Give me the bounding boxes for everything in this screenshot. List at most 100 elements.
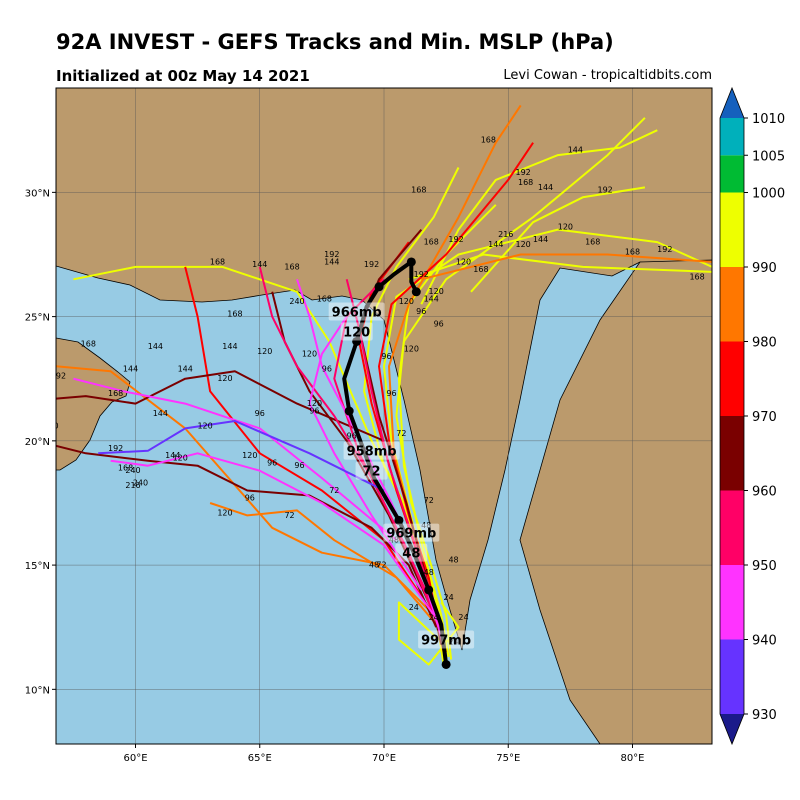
forecast-hour-label: 192 bbox=[448, 235, 463, 244]
mean-track-point bbox=[394, 515, 404, 525]
mean-hour-label: 72 bbox=[363, 465, 381, 480]
forecast-hour-label: 144 bbox=[538, 183, 553, 192]
forecast-hour-label: 96 bbox=[416, 307, 426, 316]
colorbar-band bbox=[720, 118, 744, 156]
forecast-hour-label: 192 bbox=[516, 168, 531, 177]
forecast-hour-label: 120 bbox=[197, 421, 212, 430]
chart-title: 92A INVEST - GEFS Tracks and Min. MSLP (… bbox=[56, 30, 614, 54]
forecast-hour-label: 72 bbox=[376, 561, 386, 570]
mean-track-point bbox=[344, 406, 354, 416]
colorbar-band bbox=[720, 639, 744, 714]
colorbar-tick-label: 940 bbox=[752, 634, 777, 649]
mean-track-point bbox=[424, 585, 434, 595]
forecast-hour-label: 144 bbox=[178, 364, 193, 373]
forecast-hour-label: 144 bbox=[252, 260, 267, 269]
forecast-hour-label: 96 bbox=[309, 407, 319, 416]
lat-tick-label: 30°N bbox=[25, 188, 50, 199]
forecast-hour-label: 192 bbox=[364, 260, 379, 269]
mean-pressure-label: 958mb bbox=[347, 445, 397, 460]
pressure-label-bg bbox=[418, 630, 475, 649]
forecast-hour-label: 120 bbox=[456, 257, 471, 266]
member-track bbox=[110, 452, 435, 616]
colorbar-tick-label: 1010 bbox=[752, 112, 785, 127]
lon-tick-label: 80°E bbox=[620, 753, 644, 764]
forecast-hour-label: 216 bbox=[125, 481, 140, 490]
forecast-hour-label: 24 bbox=[444, 593, 454, 602]
colorbar-tick-label: 1005 bbox=[752, 149, 785, 164]
forecast-hour-label: 96 bbox=[255, 409, 265, 418]
colorbar-band bbox=[720, 192, 744, 267]
mean-track-point bbox=[352, 336, 362, 346]
forecast-hour-label: 192 bbox=[414, 270, 429, 279]
forecast-hour-label: 192 bbox=[324, 250, 339, 259]
mean-hour-label: 48 bbox=[402, 547, 420, 562]
member-track bbox=[397, 601, 460, 666]
colorbar-tick-label: 970 bbox=[752, 410, 777, 425]
forecast-hour-label: 48 bbox=[389, 536, 399, 545]
hour-label-bg bbox=[395, 543, 428, 562]
forecast-hour-label: 72 bbox=[396, 429, 406, 438]
forecast-hour-label: 120 bbox=[173, 454, 188, 463]
forecast-hour-label: 48 bbox=[448, 556, 458, 565]
mean-pressure-label: 966mb bbox=[332, 305, 382, 320]
land-mass bbox=[56, 88, 712, 651]
forecast-hour-label: 72 bbox=[424, 496, 434, 505]
forecast-hour-label: 168 bbox=[473, 265, 488, 274]
forecast-hour-label: 168 bbox=[411, 185, 426, 194]
forecast-hour-label: 96 bbox=[381, 352, 391, 361]
forecast-hour-label: 24 bbox=[429, 613, 439, 622]
colorbar-band bbox=[720, 267, 744, 342]
colorbar-band bbox=[720, 565, 744, 640]
forecast-hour-label: 144 bbox=[123, 364, 138, 373]
forecast-hour-label: 168 bbox=[284, 262, 299, 271]
pressure-label-bg bbox=[328, 302, 385, 321]
forecast-hour-label: 96 bbox=[386, 389, 396, 398]
lon-tick-label: 60°E bbox=[123, 753, 147, 764]
axis-ticks: 60°E 65°E 70°E 75°E 80°E 10°N 15°N 20°N 25°N 30°N bbox=[25, 188, 645, 764]
member-track bbox=[408, 253, 712, 281]
member-track bbox=[56, 365, 435, 616]
forecast-hour-label: 48 bbox=[424, 568, 434, 577]
member-track bbox=[308, 316, 423, 591]
forecast-hour-label: 96 bbox=[434, 320, 444, 329]
ensemble-member-tracks bbox=[56, 104, 712, 666]
forecast-hour-label: 240 bbox=[43, 421, 58, 430]
forecast-hour-label: 120 bbox=[429, 287, 444, 296]
member-track bbox=[470, 186, 646, 293]
forecast-hour-label: 72 bbox=[284, 511, 294, 520]
forecast-hour-label: 24 bbox=[409, 603, 419, 612]
forecast-hour-label: 168 bbox=[227, 310, 242, 319]
init-time-subtitle: Initialized at 00z May 14 2021 bbox=[56, 67, 310, 85]
lon-tick-label: 65°E bbox=[248, 753, 272, 764]
colorbar-low-arrow bbox=[720, 714, 744, 744]
forecast-hour-label: 120 bbox=[302, 349, 317, 358]
pressure-label-bg bbox=[343, 441, 400, 460]
forecast-hour-label: 240 bbox=[289, 297, 304, 306]
pressure-colorbar: 930 940 950 960 970 980 990 1000 1005 1010 bbox=[719, 86, 785, 746]
forecast-hour-label: 144 bbox=[324, 257, 339, 266]
forecast-hour-label: 96 bbox=[322, 364, 332, 373]
lon-tick-label: 75°E bbox=[496, 753, 520, 764]
forecast-hour-label: 168 bbox=[210, 257, 225, 266]
forecast-hour-label: 144 bbox=[568, 146, 583, 155]
forecast-hour-label: 240 bbox=[133, 479, 148, 488]
forecast-hour-label: 168 bbox=[317, 295, 332, 304]
forecast-hour-label: 24 bbox=[448, 638, 458, 647]
mean-track-point bbox=[411, 287, 421, 297]
land-mass bbox=[519, 259, 712, 744]
forecast-hour-label: 192 bbox=[598, 185, 613, 194]
forecast-hour-label: 144 bbox=[148, 342, 163, 351]
hour-label-bg bbox=[355, 461, 388, 480]
forecast-hour-label: 240 bbox=[125, 466, 140, 475]
forecast-hour-label: 168 bbox=[689, 272, 704, 281]
member-track bbox=[98, 420, 385, 492]
forecast-hour-label: 168 bbox=[518, 178, 533, 187]
lat-tick-label: 10°N bbox=[25, 685, 50, 696]
member-track bbox=[378, 142, 534, 653]
mean-track-point bbox=[406, 257, 416, 267]
colorbar-band bbox=[720, 490, 744, 565]
